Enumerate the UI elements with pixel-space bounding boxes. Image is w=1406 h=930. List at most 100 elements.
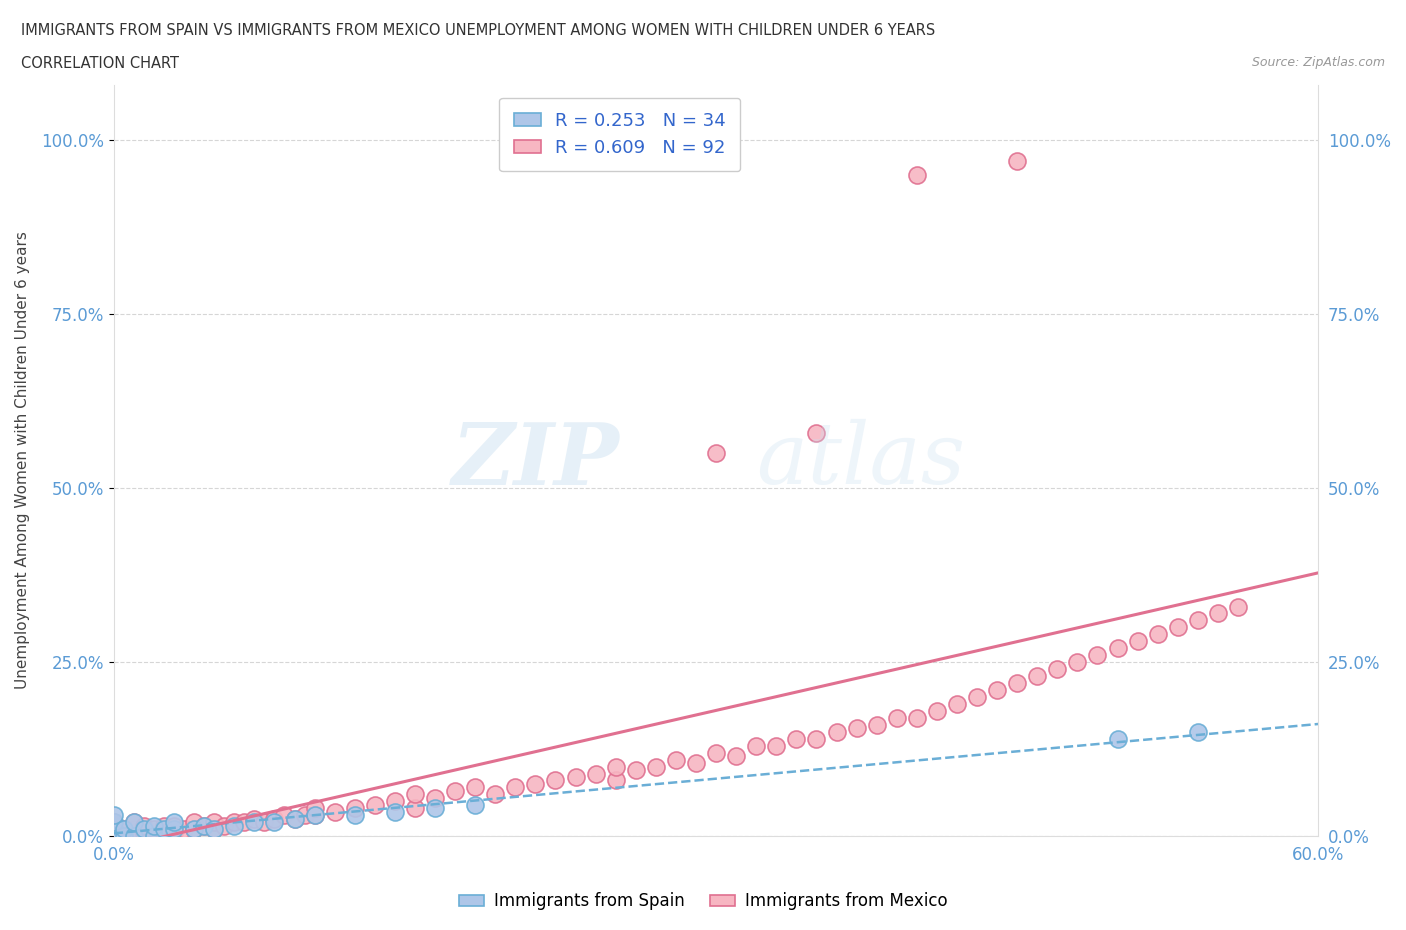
Point (103, 829, 125, 844)
Point (605, 773, 627, 788)
Point (122, 829, 145, 844)
Point (263, 815, 285, 830)
Point (423, 790, 446, 805)
Point (143, 822, 166, 837)
Point (212, 818, 235, 833)
Point (825, 724, 848, 739)
Point (103, 829, 125, 844)
Point (173, 822, 195, 837)
Point (384, 804, 406, 819)
Point (304, 801, 326, 816)
Text: IMMIGRANTS FROM SPAIN VS IMMIGRANTS FROM MEXICO UNEMPLOYMENT AMONG WOMEN WITH CH: IMMIGRANTS FROM SPAIN VS IMMIGRANTS FROM… (21, 23, 935, 38)
Point (183, 822, 205, 837)
Point (986, 683, 1008, 698)
Point (143, 818, 166, 833)
Text: ZIP: ZIP (451, 418, 620, 502)
Legend: Immigrants from Spain, Immigrants from Mexico: Immigrants from Spain, Immigrants from M… (453, 885, 953, 917)
Point (1226, 599, 1249, 614)
Point (103, 829, 125, 844)
Point (283, 811, 305, 826)
Point (725, 749, 748, 764)
Point (202, 822, 225, 837)
Point (745, 738, 768, 753)
Point (143, 829, 166, 844)
Point (103, 829, 125, 844)
Legend: R = 0.253   N = 34, R = 0.609   N = 92: R = 0.253 N = 34, R = 0.609 N = 92 (499, 98, 741, 171)
Point (423, 801, 446, 816)
Point (404, 787, 426, 802)
Point (103, 829, 125, 844)
Point (122, 815, 145, 830)
Point (103, 829, 125, 844)
Point (685, 756, 707, 771)
Point (112, 822, 135, 837)
Point (112, 822, 135, 837)
Point (1026, 669, 1049, 684)
Point (103, 829, 125, 844)
Point (505, 780, 527, 795)
Point (304, 808, 326, 823)
Point (153, 825, 176, 840)
Point (1187, 724, 1209, 739)
Point (132, 822, 155, 837)
Text: CORRELATION CHART: CORRELATION CHART (21, 56, 179, 71)
Point (564, 769, 586, 784)
Point (193, 818, 215, 833)
Point (202, 815, 225, 830)
Point (404, 801, 426, 816)
Point (1046, 662, 1069, 677)
Text: Source: ZipAtlas.com: Source: ZipAtlas.com (1251, 56, 1385, 69)
Point (183, 815, 205, 830)
Point (112, 829, 135, 844)
Point (704, 745, 727, 760)
Point (224, 818, 246, 833)
Point (112, 829, 135, 844)
Point (1206, 606, 1229, 621)
Point (283, 811, 305, 826)
Point (343, 808, 366, 823)
Point (263, 811, 285, 826)
Point (253, 815, 276, 830)
Point (163, 822, 186, 837)
Point (103, 822, 125, 837)
Point (103, 815, 125, 830)
Point (103, 829, 125, 844)
Point (1066, 655, 1088, 670)
Point (193, 818, 215, 833)
Point (1005, 153, 1028, 168)
Point (163, 815, 186, 830)
Point (132, 825, 155, 840)
Point (103, 829, 125, 844)
Point (202, 822, 225, 837)
Point (806, 731, 828, 746)
Point (605, 759, 627, 774)
Point (1167, 620, 1189, 635)
Point (143, 829, 166, 844)
Point (132, 818, 155, 833)
Point (966, 689, 988, 704)
Point (273, 808, 295, 823)
Point (243, 815, 266, 830)
Point (183, 822, 205, 837)
Point (343, 801, 366, 816)
Point (1107, 731, 1129, 746)
Point (585, 766, 607, 781)
Point (364, 797, 387, 812)
Point (765, 738, 787, 753)
Point (946, 697, 969, 711)
Point (122, 822, 145, 837)
Point (103, 822, 125, 837)
Point (103, 829, 125, 844)
Point (1005, 675, 1028, 690)
Point (905, 167, 928, 182)
Point (524, 777, 547, 791)
Point (665, 752, 688, 767)
Point (323, 804, 346, 819)
Point (103, 815, 125, 830)
Point (704, 446, 727, 461)
Point (1146, 627, 1168, 642)
Point (644, 759, 666, 774)
Point (103, 829, 125, 844)
Point (294, 808, 316, 823)
Point (103, 822, 125, 837)
